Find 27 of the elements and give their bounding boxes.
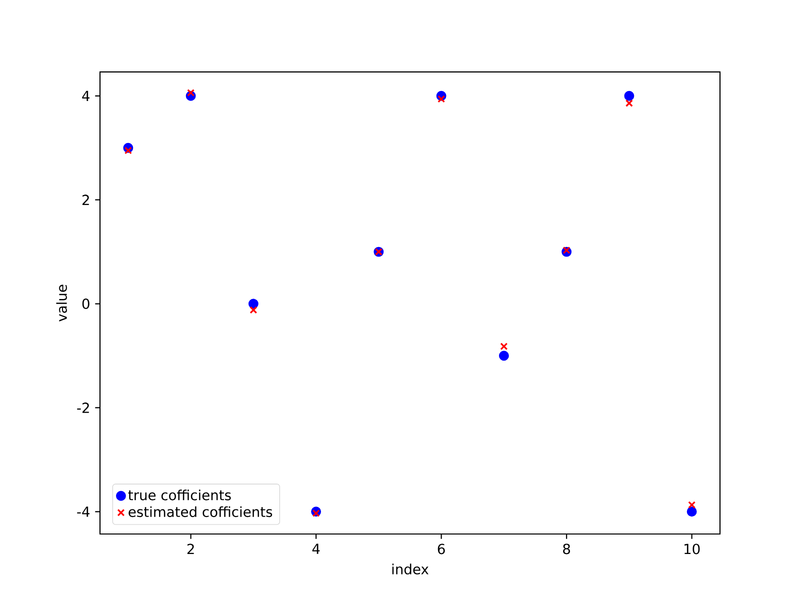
- point: [124, 146, 132, 154]
- point: [312, 509, 320, 517]
- point: [624, 90, 634, 101]
- point: [187, 89, 195, 97]
- legend-label: true cofficients: [128, 490, 231, 500]
- point: [250, 306, 258, 314]
- point: [498, 350, 509, 361]
- y-axis-title: value: [56, 284, 67, 322]
- x-tick-label: 8: [563, 544, 570, 554]
- point: [688, 501, 696, 509]
- point: [248, 298, 258, 309]
- y-tick-label: 0: [82, 298, 90, 310]
- x-tick-label: 2: [187, 544, 194, 554]
- point: [438, 95, 446, 103]
- x-tick-label: 10: [684, 544, 700, 554]
- point: [686, 506, 697, 517]
- y-tick-label: -4: [77, 506, 90, 517]
- x-axis-title: index: [392, 564, 428, 574]
- y-tick-label: -2: [77, 402, 89, 413]
- point: [625, 99, 633, 107]
- y-tick-label: 2: [82, 194, 89, 205]
- point: [562, 246, 570, 254]
- point: [500, 342, 508, 350]
- x-tick-label: 4: [312, 544, 320, 554]
- legend-label: estimated cofficients: [128, 506, 272, 518]
- x-tick-label: 6: [438, 544, 445, 554]
- y-tick-label: 4: [82, 90, 90, 101]
